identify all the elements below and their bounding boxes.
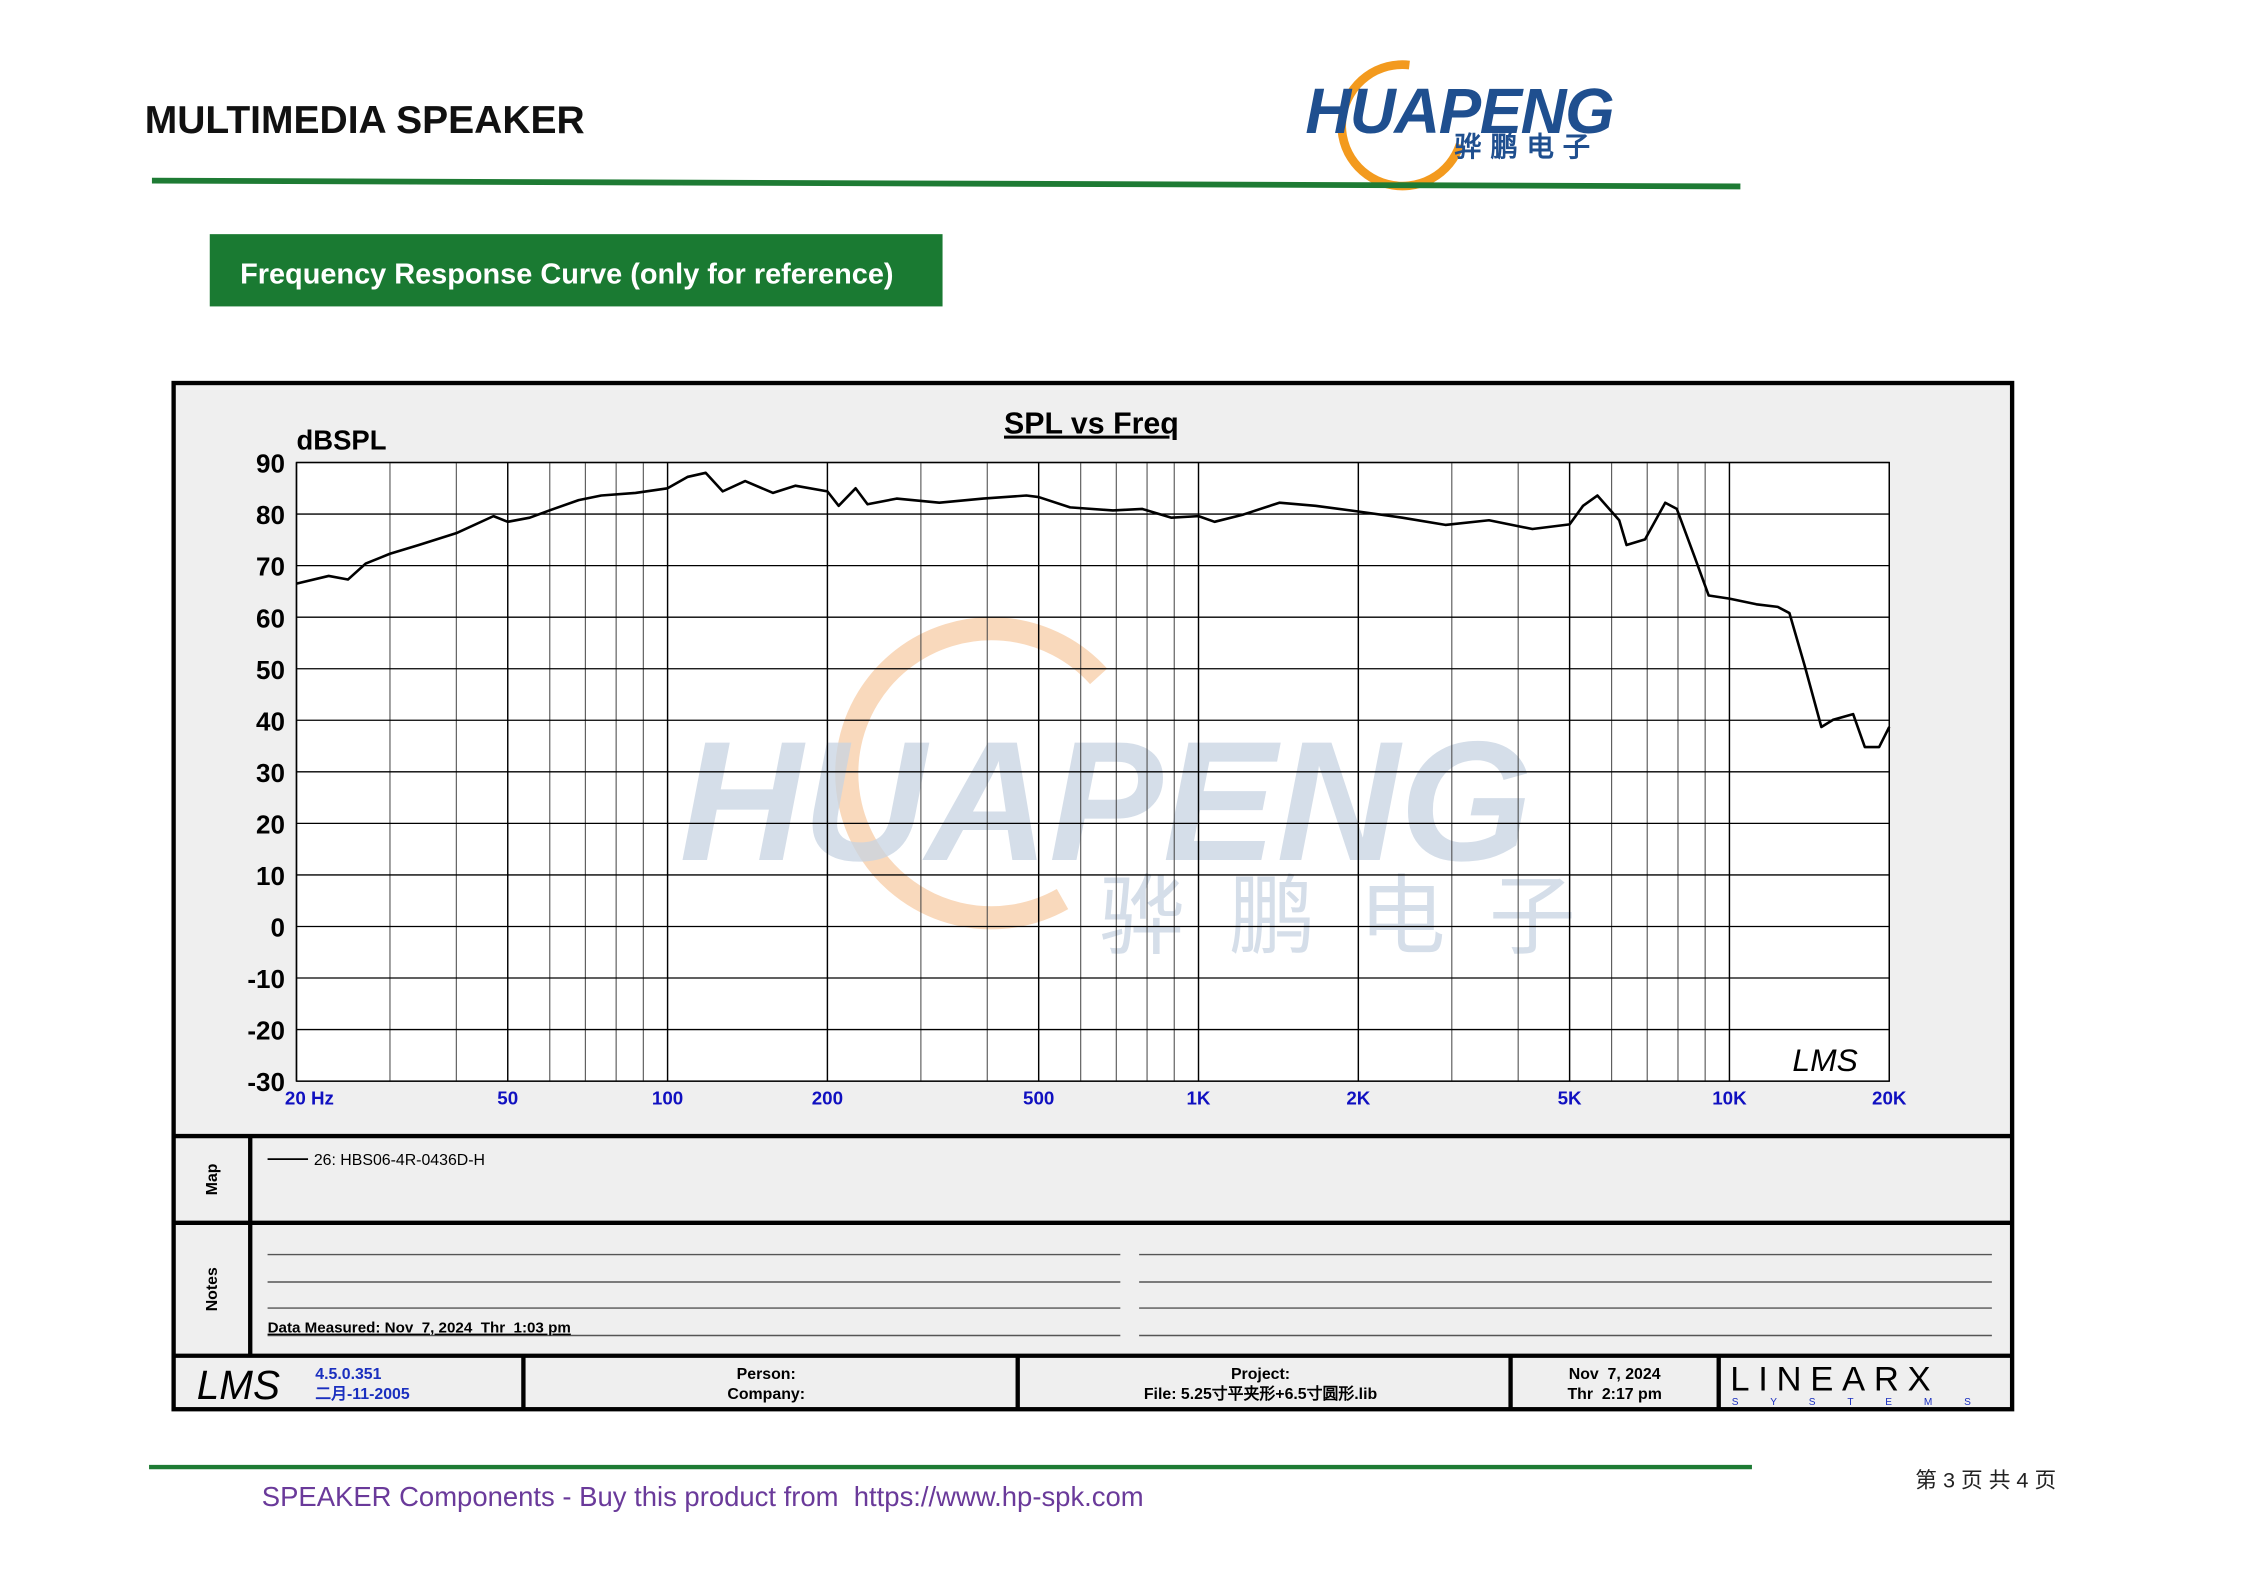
- y-tick-label: 80: [256, 500, 285, 530]
- response-curve: [296, 471, 1891, 749]
- header-title: MULTIMEDIA SPEAKER: [145, 99, 585, 142]
- logo-cn: 骅鹏电子: [1454, 131, 1599, 162]
- corner-mark: LMS: [1792, 1042, 1857, 1078]
- chart-title: SPL vs Freq: [1004, 408, 1179, 441]
- version: 4.5.0.351: [315, 1366, 381, 1383]
- file: File: 5.25寸平夹形+6.5寸圆形.lib: [1144, 1384, 1378, 1403]
- footer-text: SPEAKER Components - Buy this product fr…: [262, 1481, 1144, 1512]
- x-tick-label: 50: [497, 1087, 518, 1108]
- x-tick-label: 5K: [1558, 1087, 1582, 1108]
- brand-sub: SYSTEMS: [1732, 1397, 2003, 1408]
- y-tick-label: 90: [256, 449, 285, 479]
- page-number: 第 3 页 共 4 页: [1915, 1467, 2056, 1492]
- y-tick-label: 30: [256, 758, 285, 788]
- y-tick-label: 40: [256, 706, 285, 736]
- notes-label: Notes: [204, 1267, 221, 1311]
- project: Project:: [1231, 1366, 1290, 1383]
- time: Thr 2:17 pm: [1567, 1386, 1661, 1403]
- x-tick-label: 1K: [1187, 1087, 1211, 1108]
- logo-name: HUAPENG: [1305, 76, 1613, 147]
- y-tick-label: 20: [256, 809, 285, 839]
- data-measured: Data Measured: Nov 7, 2024 Thr 1:03 pm: [268, 1320, 571, 1337]
- section-banner: [209, 234, 943, 307]
- notes-lines: [267, 1253, 1992, 1337]
- y-tick-label: 0: [270, 913, 284, 943]
- brand: LINEARX: [1730, 1360, 1939, 1398]
- x-tick-label: 20 Hz: [285, 1087, 334, 1108]
- watermark-cn: 骅鹏电子: [1099, 869, 1619, 966]
- version-date: 二月-11-2005: [315, 1385, 410, 1403]
- person: Person:: [737, 1366, 796, 1383]
- company: Company:: [727, 1386, 805, 1403]
- watermark-arc: [835, 617, 1108, 930]
- x-tick-label: 20K: [1872, 1087, 1907, 1108]
- lms-logo: LMS: [197, 1362, 280, 1408]
- section-title: Frequency Response Curve (only for refer…: [240, 258, 893, 290]
- date: Nov 7, 2024: [1569, 1366, 1661, 1383]
- y-axis-label: dBSPL: [296, 425, 386, 456]
- header-rule: [151, 177, 1741, 190]
- x-tick-label: 500: [1023, 1087, 1054, 1108]
- x-tick-label: 2K: [1346, 1087, 1370, 1108]
- y-tick-label: -10: [247, 964, 285, 994]
- y-tick-label: 60: [256, 603, 285, 633]
- y-tick-label: -20: [247, 1016, 285, 1046]
- watermark-name: HUAPENG: [679, 707, 1532, 897]
- logo-arc: [1337, 60, 1465, 191]
- y-tick-label: 70: [256, 552, 285, 582]
- y-tick-label: -30: [247, 1067, 285, 1097]
- x-tick-label: 200: [812, 1087, 843, 1108]
- map-label: Map: [204, 1163, 221, 1195]
- legend-label: 26: HBS06-4R-0436D-H: [314, 1152, 485, 1169]
- y-tick-label: 10: [256, 861, 285, 891]
- y-tick-label: 50: [256, 655, 285, 685]
- x-tick-label: 100: [652, 1087, 683, 1108]
- x-tick-label: 10K: [1712, 1087, 1747, 1108]
